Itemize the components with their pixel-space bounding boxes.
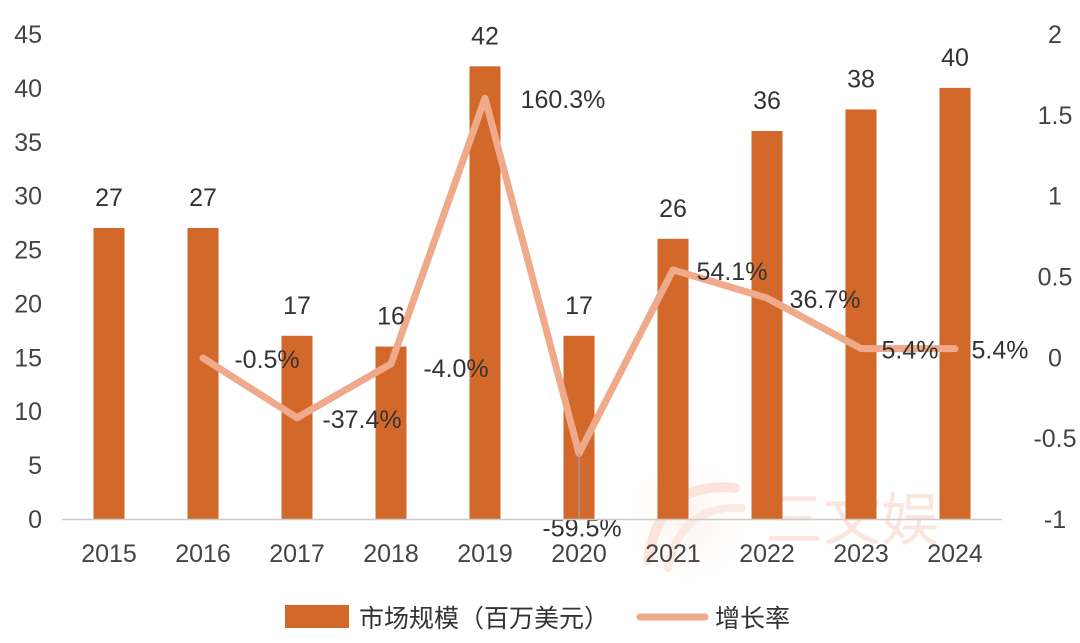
bar-2016 bbox=[187, 228, 219, 519]
x-tick-label: 2021 bbox=[645, 540, 701, 568]
y-left-tick-label: 5 bbox=[28, 452, 42, 480]
bar-2021 bbox=[657, 238, 689, 519]
bar-value-label: 16 bbox=[377, 303, 405, 331]
x-tick-label: 2024 bbox=[927, 540, 983, 568]
legend-line-label: 增长率 bbox=[715, 605, 790, 633]
growth-value-label: -0.5% bbox=[234, 346, 299, 374]
bar-value-label: 17 bbox=[283, 292, 311, 320]
bar-value-label: 40 bbox=[941, 44, 969, 72]
y-left-tick-label: 40 bbox=[14, 75, 42, 103]
y-left-tick-label: 20 bbox=[14, 290, 42, 318]
y-right-tick-label: -0.5 bbox=[1033, 425, 1076, 453]
y-right-tick-label: 1.5 bbox=[1038, 102, 1073, 130]
x-tick-label: 2019 bbox=[457, 540, 513, 568]
y-right-tick-label: 0 bbox=[1048, 344, 1062, 372]
growth-rate-line bbox=[199, 94, 959, 457]
growth-value-label: -59.5% bbox=[542, 515, 621, 543]
y-left-tick-label: 25 bbox=[14, 237, 42, 265]
bar-value-label: 26 bbox=[659, 195, 687, 223]
x-tick-label: 2018 bbox=[363, 540, 419, 568]
growth-value-label: 5.4% bbox=[972, 337, 1029, 365]
y-left-tick-label: 10 bbox=[14, 398, 42, 426]
y-right-tick-label: 1 bbox=[1048, 183, 1062, 211]
legend-bar-label: 市场规模（百万美元） bbox=[359, 605, 609, 633]
y-right-tick-label: 0.5 bbox=[1038, 264, 1073, 292]
bar-value-label: 17 bbox=[565, 292, 593, 320]
y-left-tick-label: 30 bbox=[14, 183, 42, 211]
x-tick-label: 2016 bbox=[175, 540, 231, 568]
bar-value-label: 38 bbox=[847, 65, 875, 93]
bar-value-label: 42 bbox=[471, 22, 499, 50]
bar-2017 bbox=[281, 335, 313, 519]
legend-bar-swatch bbox=[285, 605, 349, 628]
y-left-tick-label: 15 bbox=[14, 344, 42, 372]
growth-value-label: 54.1% bbox=[697, 258, 768, 286]
legend: 市场规模（百万美元） 增长率 bbox=[285, 605, 790, 633]
growth-value-label: 5.4% bbox=[882, 337, 939, 365]
bar-value-label: 36 bbox=[753, 87, 781, 115]
x-tick-label: 2023 bbox=[833, 540, 889, 568]
x-tick-label: 2017 bbox=[269, 540, 325, 568]
growth-value-label: 36.7% bbox=[790, 286, 861, 314]
x-tick-label: 2015 bbox=[81, 540, 137, 568]
bar-2018 bbox=[375, 346, 407, 519]
growth-value-label: -4.0% bbox=[423, 355, 488, 383]
growth-value-label: 160.3% bbox=[521, 86, 606, 114]
y-right-tick-label: -1 bbox=[1044, 506, 1066, 534]
x-tick-label: 2020 bbox=[551, 540, 607, 568]
y-left-tick-label: 35 bbox=[14, 129, 42, 157]
bar-2015 bbox=[93, 228, 125, 519]
y-right-tick-label: 2 bbox=[1048, 21, 1062, 49]
bar-value-label: 27 bbox=[189, 184, 217, 212]
growth-value-label: -37.4% bbox=[322, 406, 401, 434]
bar-2024 bbox=[939, 87, 971, 519]
bar-2022 bbox=[751, 131, 783, 519]
y-left-tick-label: 0 bbox=[28, 506, 42, 534]
bar-2023 bbox=[845, 109, 877, 519]
bar-value-label: 27 bbox=[95, 184, 123, 212]
y-left-tick-label: 45 bbox=[14, 21, 42, 49]
x-tick-label: 2022 bbox=[739, 540, 795, 568]
watermark-swirl-icon-2 bbox=[664, 503, 746, 572]
